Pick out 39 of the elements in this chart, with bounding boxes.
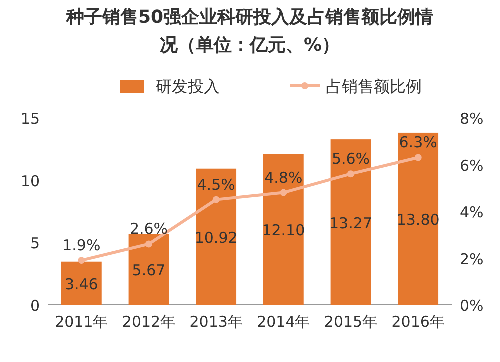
- y2-tick-label: 8%: [460, 110, 484, 128]
- x-tick-label: 2011年: [55, 313, 108, 331]
- y2-tick-label: 6%: [460, 156, 484, 175]
- data-label: 2.6%: [130, 220, 168, 238]
- x-tick-label: 2014年: [257, 313, 310, 331]
- point: [280, 189, 288, 196]
- bar: [128, 234, 170, 305]
- data-label: 5.67: [132, 262, 166, 280]
- point: [146, 240, 152, 248]
- x-tick-label: 2016年: [392, 313, 445, 331]
- y2-tick-label: 2%: [460, 250, 484, 268]
- bar: [330, 140, 372, 305]
- data-label: 3.46: [64, 275, 98, 294]
- chart-title: 种子销售50强企业科研投入及占销售额比例情况（单位：亿元、%）: [65, 6, 435, 58]
- legend-label: 研发投入: [156, 77, 220, 96]
- x-tick-label: 2015年: [324, 313, 378, 331]
- bar: [61, 262, 102, 305]
- data-label: 4.8%: [264, 168, 303, 187]
- y2-tick-label: 0%: [460, 297, 484, 315]
- x-tick-label: 2012年: [122, 313, 176, 331]
- y-tick-label: 5: [30, 234, 40, 253]
- bar: [263, 154, 304, 305]
- legend-label: 占销售额比例: [326, 77, 422, 96]
- y2-tick-label: 4%: [460, 204, 484, 222]
- data-label: 10.92: [194, 228, 238, 247]
- bar: [196, 168, 237, 305]
- y-tick-label: 10: [20, 172, 40, 190]
- point: [212, 196, 220, 204]
- y-tick-label: 15: [20, 110, 40, 128]
- data-label: 6.3%: [399, 134, 438, 152]
- data-label: 1.9%: [62, 236, 101, 255]
- point: [414, 154, 422, 162]
- point: [78, 257, 86, 264]
- point: [348, 170, 354, 178]
- x-tick-label: 2013年: [190, 313, 243, 331]
- y-tick-label: 0: [30, 297, 40, 315]
- data-label: 4.5%: [197, 176, 236, 194]
- bar: [398, 132, 439, 305]
- data-label: 5.6%: [332, 150, 370, 168]
